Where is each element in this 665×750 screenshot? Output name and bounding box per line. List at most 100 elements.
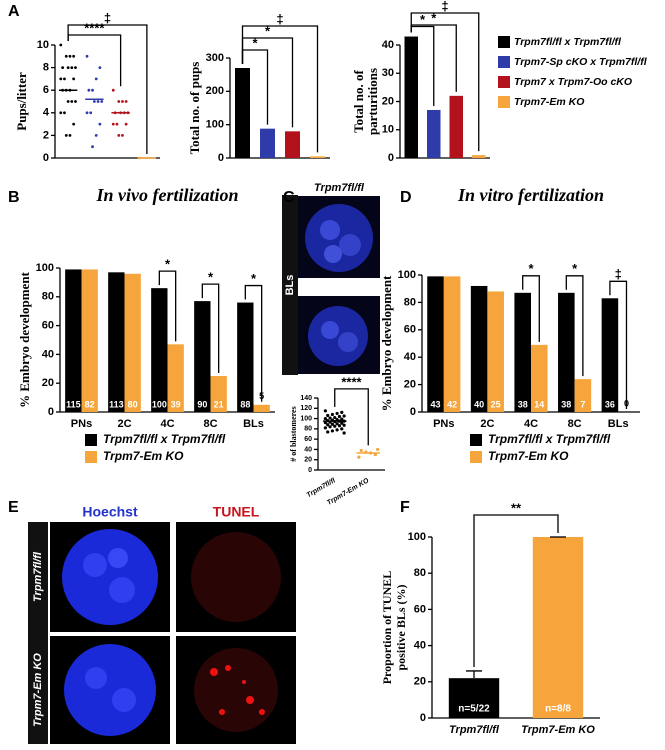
data-point <box>85 111 89 115</box>
bar <box>427 276 444 412</box>
legend-swatch <box>85 434 97 446</box>
data-point <box>115 122 119 126</box>
significance-label: * <box>165 257 171 272</box>
data-point <box>64 134 68 137</box>
significance-label: ‡ <box>276 11 283 26</box>
y-tick-label: 80 <box>414 567 426 579</box>
bar <box>449 95 463 158</box>
y-tick-label: 20 <box>382 95 394 107</box>
y-tick-label: 0 <box>410 406 416 418</box>
legend-label: Trpm7-Em KO <box>488 449 569 463</box>
e-column-label: TUNEL <box>213 504 260 520</box>
y-tick-label: 60 <box>304 436 312 443</box>
significance-bracket <box>410 12 480 152</box>
bar-count: 25 <box>491 399 501 409</box>
data-point <box>70 100 74 103</box>
x-tick-label: Trpm7fl/fl <box>449 724 500 736</box>
significance-bracket <box>244 284 263 402</box>
panel-e-images: Hoechst TUNEL Trpm7fl/fl Trpm7-Em KO <box>28 504 296 744</box>
bar-count: 14 <box>534 399 544 409</box>
y-tick-label: 300 <box>206 52 224 64</box>
significance-label: * <box>252 35 258 50</box>
bar-n-label: n=5/22 <box>458 704 490 715</box>
data-point <box>89 111 93 115</box>
x-tick-label: 2C <box>480 418 494 430</box>
x-tick-label: PNs <box>433 418 454 430</box>
data-point <box>68 54 72 58</box>
data-point <box>72 122 76 126</box>
legend-swatch <box>498 76 510 88</box>
y-tick-label: 0 <box>420 712 426 724</box>
x-tick-label: BLs <box>608 418 629 430</box>
significance-label: * <box>572 261 578 276</box>
significance-bracket <box>201 283 220 373</box>
bar <box>167 344 184 412</box>
y-tick-label: 120 <box>300 405 312 412</box>
data-point <box>335 411 339 416</box>
y-tick-label: 40 <box>414 640 426 652</box>
y-tick-label: 60 <box>404 324 416 336</box>
y-tick-label: 0 <box>43 152 49 164</box>
c-bottom-label: Trpm7-Em KO <box>304 281 374 293</box>
legend-label: Trpm7-Em KO <box>103 449 184 463</box>
data-point <box>96 100 100 103</box>
bar-count: 39 <box>171 399 181 409</box>
data-point <box>340 427 344 431</box>
y-tick-label: 80 <box>304 426 312 433</box>
chart-title: In vitro fertilization <box>457 185 604 205</box>
bar <box>310 156 325 158</box>
bar-count: 100 <box>152 399 167 409</box>
bar <box>285 131 300 158</box>
bar <box>237 302 254 412</box>
data-point <box>323 426 327 430</box>
data-point <box>111 122 115 126</box>
bar <box>151 288 168 412</box>
bar-count: 40 <box>474 399 484 409</box>
data-point <box>111 88 115 92</box>
data-point <box>335 422 339 426</box>
legend-swatch <box>85 451 97 463</box>
y-axis-label: Total no. of pups <box>187 62 202 155</box>
x-tick-label: 8C <box>203 418 217 430</box>
bar-count: 113 <box>109 399 124 409</box>
bar <box>558 292 575 412</box>
y-tick-label: 100 <box>206 119 224 131</box>
y-tick-label: 6 <box>43 84 49 96</box>
bar-count: 36 <box>605 399 615 409</box>
bar <box>194 301 211 412</box>
data-point <box>124 100 128 103</box>
data-point <box>326 423 330 427</box>
c-side-label: BLs <box>284 275 296 296</box>
panel-letter: C <box>283 189 295 206</box>
y-tick-label: 80 <box>42 291 54 303</box>
legend-label: Trpm7fl/fl x Trpm7fl/fl <box>103 432 226 446</box>
y-tick-label: 40 <box>404 351 416 363</box>
y-tick-label: 20 <box>304 457 312 464</box>
data-point <box>330 422 335 426</box>
data-point <box>340 421 344 425</box>
significance-label: **** <box>84 20 105 35</box>
data-point <box>121 134 124 137</box>
bar <box>487 291 504 412</box>
legend-swatch <box>498 56 510 68</box>
y-tick-label: 4 <box>43 107 50 119</box>
legend-label: Trpm7-Em KO <box>514 96 584 108</box>
data-point <box>66 66 70 69</box>
y-tick-label: 2 <box>43 129 49 141</box>
data-point <box>342 431 346 435</box>
data-point <box>70 66 74 69</box>
y-tick-label: 10 <box>37 39 49 51</box>
significance-label: **** <box>341 374 362 389</box>
legend-label: Trpm7fl/fl x Trpm7fl/fl <box>488 432 611 446</box>
significance-bracket <box>334 388 369 446</box>
y-axis-label: % Embryo development <box>379 275 394 411</box>
bar-count: 82 <box>85 399 95 409</box>
bar <box>472 155 486 158</box>
e-row-label: Trpm7-Em KO <box>32 653 44 727</box>
data-point <box>68 134 72 137</box>
data-point <box>94 77 98 81</box>
data-point <box>323 409 327 413</box>
y-axis-label: Pups/litter <box>14 72 29 131</box>
data-point <box>74 100 77 103</box>
data-point <box>63 111 66 115</box>
